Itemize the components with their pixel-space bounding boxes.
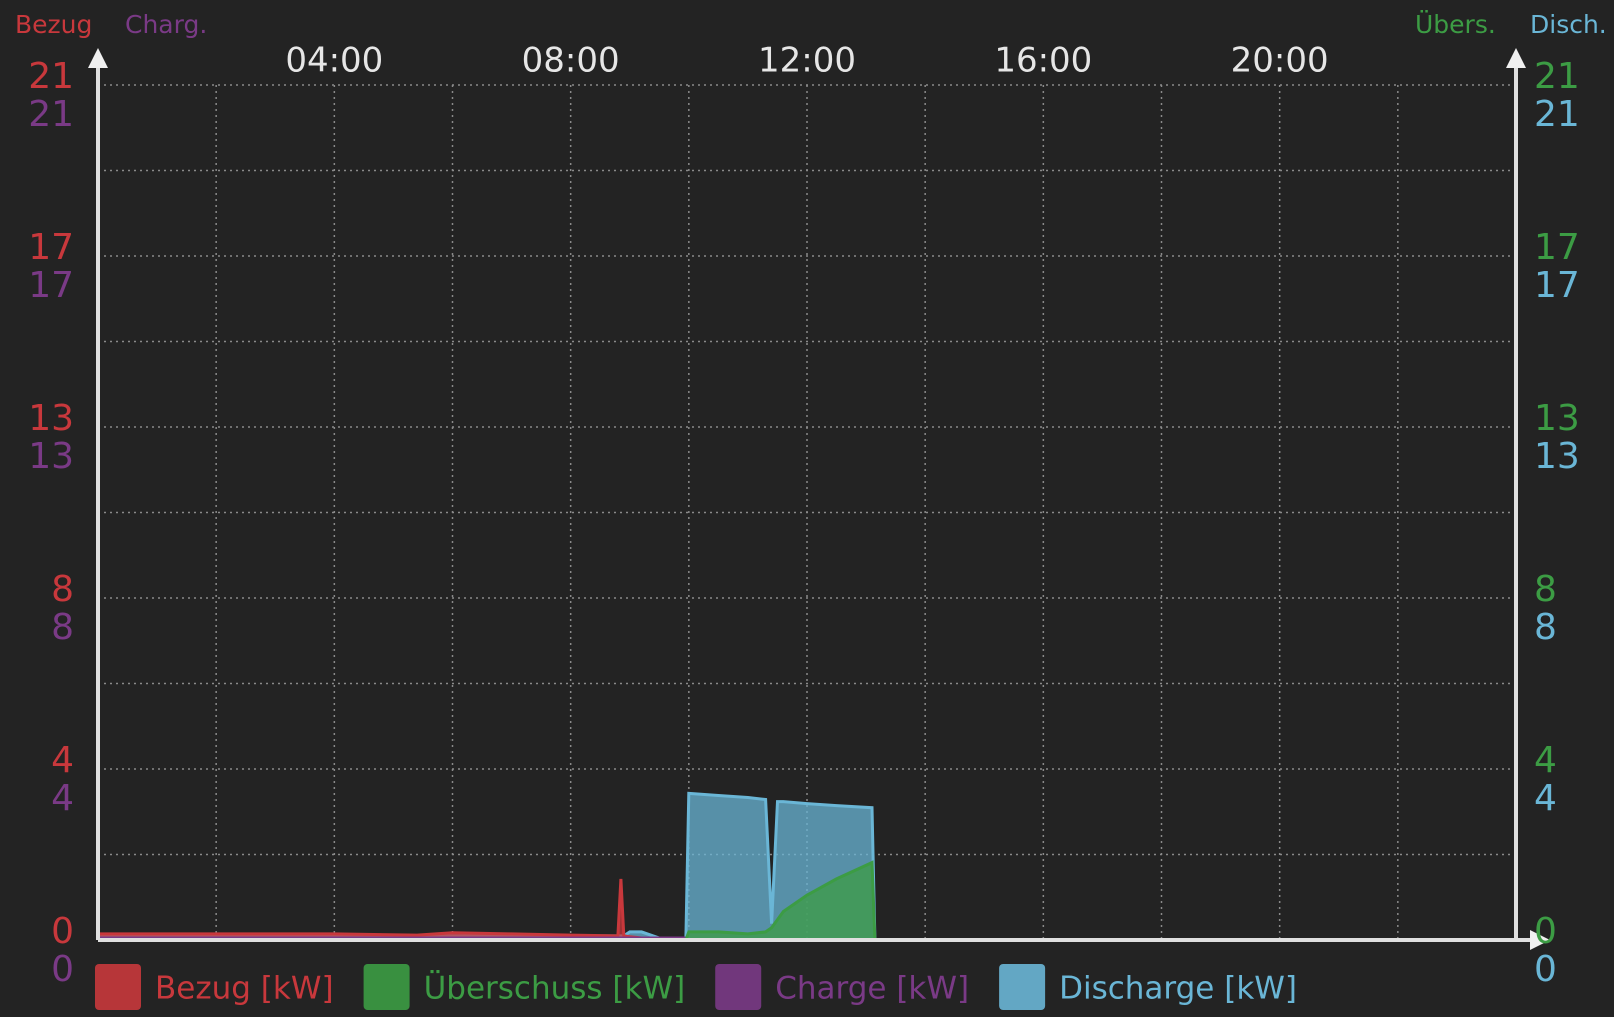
y-tick-label: 8 <box>1534 569 1557 610</box>
y-tick-label: 13 <box>1534 436 1580 477</box>
y-tick-label: 21 <box>28 94 74 135</box>
legend-label: Bezug [kW] <box>155 971 334 1007</box>
axis-title: Bezug <box>15 10 92 39</box>
series-area <box>98 862 1516 940</box>
legend-swatch <box>363 964 410 1010</box>
y-tick-label: 17 <box>1534 265 1580 306</box>
y-tick-label: 13 <box>28 398 74 439</box>
legend-swatch <box>715 964 762 1010</box>
legend-label: Überschuss [kW] <box>424 970 686 1007</box>
y-tick-label: 21 <box>28 56 74 97</box>
y-tick-label: 4 <box>51 740 74 781</box>
y-tick-label: 17 <box>28 227 74 268</box>
arrow <box>88 48 108 68</box>
legend-swatch <box>95 964 141 1010</box>
y-tick-label: 0 <box>51 911 74 952</box>
series-area <box>98 793 1516 940</box>
x-tick-label: 08:00 <box>522 41 620 81</box>
y-tick-label: 21 <box>1534 56 1580 97</box>
y-tick-label: 8 <box>1534 607 1557 648</box>
y-tick-label: 17 <box>28 265 74 306</box>
axis-title: Übers. <box>1415 10 1496 39</box>
y-tick-label: 0 <box>51 949 74 990</box>
arrow <box>1506 48 1526 68</box>
y-tick-label: 4 <box>1534 740 1557 781</box>
y-tick-label: 8 <box>51 607 74 648</box>
y-tick-label: 0 <box>1534 949 1557 990</box>
y-tick-label: 4 <box>1534 778 1557 819</box>
axis-title: Disch. <box>1530 10 1607 39</box>
x-tick-label: 20:00 <box>1231 41 1329 81</box>
y-tick-label: 13 <box>28 436 74 477</box>
legend-swatch <box>999 964 1046 1010</box>
axis-title: Charg. <box>125 10 207 39</box>
y-tick-label: 17 <box>1534 227 1580 268</box>
y-tick-label: 13 <box>1534 398 1580 439</box>
x-tick-label: 16:00 <box>994 41 1092 81</box>
y-tick-label: 0 <box>1534 911 1557 952</box>
y-tick-label: 8 <box>51 569 74 610</box>
x-tick-label: 12:00 <box>758 41 856 81</box>
arrow <box>1530 930 1550 950</box>
y-tick-label: 4 <box>51 778 74 819</box>
x-tick-label: 04:00 <box>285 41 383 81</box>
legend-label: Discharge [kW] <box>1059 971 1297 1007</box>
legend-label: Charge [kW] <box>775 971 969 1007</box>
y-tick-label: 21 <box>1534 94 1580 135</box>
